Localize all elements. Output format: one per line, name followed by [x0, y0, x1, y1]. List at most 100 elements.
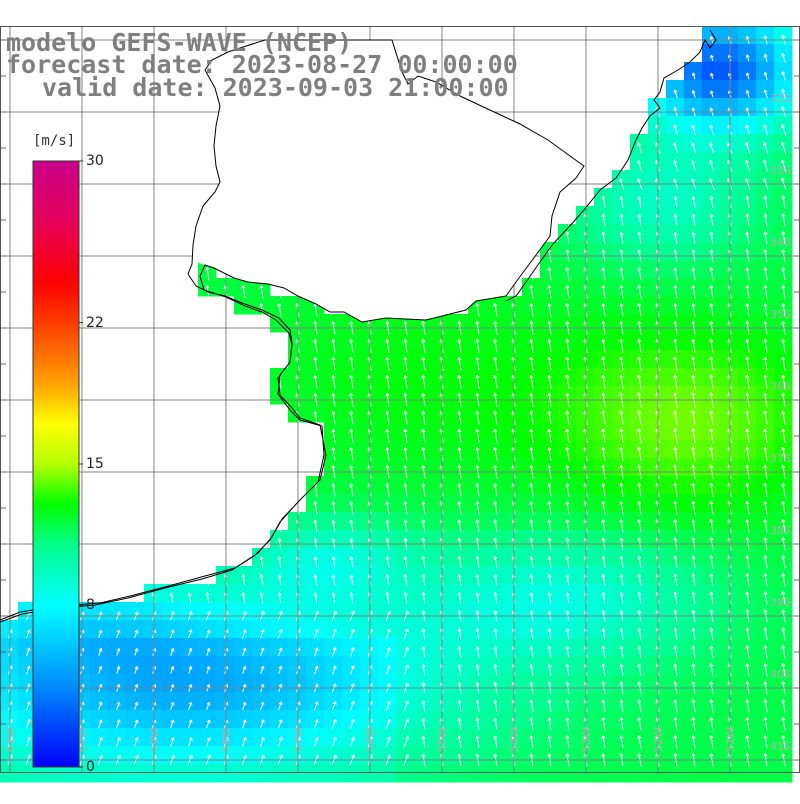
wind-arrow [349, 357, 354, 371]
wind-speed-cell [288, 656, 307, 675]
wind-speed-cell [180, 728, 199, 747]
wind-arrow [313, 375, 318, 389]
wind-speed-cell [396, 692, 415, 711]
wind-speed-cell [180, 692, 199, 711]
wind-speed-cell [162, 638, 181, 657]
wind-arrow [331, 357, 336, 371]
wind-speed-cell [702, 80, 721, 99]
wind-arrow [205, 267, 210, 281]
wind-arrow [691, 356, 696, 372]
wind-arrow [745, 72, 750, 80]
wind-arrow [745, 428, 750, 444]
wind-speed-cell [180, 638, 199, 657]
wind-speed-cell [306, 620, 325, 639]
wind-arrow [547, 267, 552, 281]
wind-speed-cell [0, 728, 19, 747]
wind-speed-cell [288, 764, 307, 783]
wind-arrow [673, 410, 678, 426]
wind-arrow [421, 356, 426, 371]
colorbar-tick-label: 8 [86, 597, 95, 614]
wind-arrow [457, 410, 462, 425]
wind-arrow [673, 303, 678, 317]
wind-arrow [349, 375, 354, 389]
wind-arrow [763, 410, 768, 426]
wind-arrow [529, 374, 534, 389]
wind-speed-cell [234, 710, 253, 729]
wind-speed-cell [378, 764, 397, 783]
wind-arrow [781, 374, 786, 389]
wind-arrow [493, 303, 498, 317]
wind-arrow [745, 54, 750, 62]
wind-speed-cell [306, 638, 325, 657]
wind-speed-cell [18, 638, 37, 657]
wind-arrow [763, 428, 768, 444]
wind-arrow [637, 231, 642, 244]
wind-speed-cell [180, 710, 199, 729]
wind-arrow [547, 374, 552, 389]
wind-arrow [763, 267, 768, 281]
wind-arrow [565, 213, 570, 227]
wind-arrow [493, 356, 498, 371]
wind-speed-cell [702, 44, 721, 63]
wind-speed-cell [90, 710, 109, 729]
wind-arrow [637, 428, 642, 444]
wind-speed-cell [360, 728, 379, 747]
wind-arrow [709, 54, 714, 62]
wind-speed-cell [756, 764, 775, 783]
colorbar-tick-label: 30 [86, 153, 104, 169]
wind-arrow [709, 410, 714, 426]
wind-arrow [331, 411, 336, 425]
wind-speed-cell [216, 764, 235, 783]
wind-speed-cell [126, 620, 145, 639]
wind-arrow [709, 303, 714, 317]
wind-arrow [709, 356, 714, 372]
wind-speed-cell [126, 710, 145, 729]
wind-arrow [385, 411, 390, 425]
wind-speed-cell [306, 656, 325, 675]
wind-arrow [601, 213, 606, 226]
wind-arrow [565, 285, 570, 299]
wind-arrow [781, 410, 786, 426]
wind-arrow [547, 303, 552, 317]
wind-arrow [673, 374, 678, 390]
wind-speed-cell [144, 710, 163, 729]
wind-arrow [691, 338, 696, 353]
wind-arrow [763, 213, 768, 227]
wind-arrow [781, 231, 786, 245]
wind-arrow [601, 231, 606, 245]
wind-speed-cell [108, 620, 127, 639]
wind-arrow [601, 410, 606, 426]
wind-speed-cell [288, 620, 307, 639]
wind-arrow [565, 410, 570, 425]
wind-arrow [673, 356, 678, 372]
wind-speed-cell [18, 620, 37, 639]
wind-speed-cell [288, 710, 307, 729]
wind-speed-cell [360, 620, 379, 639]
wind-arrow [763, 338, 768, 353]
wind-speed-cell [288, 638, 307, 657]
wind-speed-cell [198, 728, 217, 747]
wind-speed-cell [774, 62, 793, 81]
wind-arrow [385, 447, 390, 461]
wind-speed-cell [360, 656, 379, 675]
wind-arrow [601, 195, 606, 208]
wind-arrow [331, 429, 336, 443]
wind-arrow [781, 303, 786, 317]
wind-speed-cell [378, 620, 397, 639]
wind-speed-cell [180, 764, 199, 783]
wind-arrow [781, 213, 786, 227]
wind-speed-cell [684, 764, 703, 783]
wind-arrow [529, 285, 534, 299]
wind-arrow [691, 410, 696, 426]
wind-speed-cell [306, 728, 325, 747]
wind-speed-cell [378, 728, 397, 747]
wind-arrow [529, 428, 534, 443]
wind-speed-cell [774, 44, 793, 63]
wind-speed-cell [738, 80, 757, 99]
wind-arrow [421, 338, 426, 353]
wind-speed-cell [396, 620, 415, 639]
wind-speed-cell [126, 656, 145, 675]
wind-arrow [691, 428, 696, 444]
wind-arrow [691, 267, 696, 281]
wind-arrow [763, 124, 769, 136]
